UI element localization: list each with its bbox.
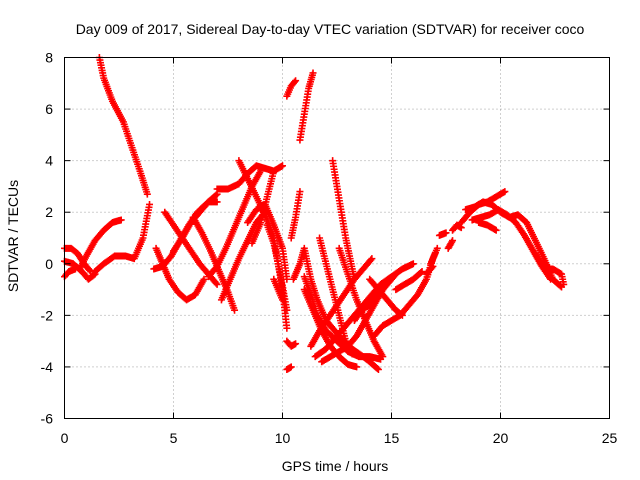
x-tick-label: 15 [384, 430, 400, 446]
data-point [429, 262, 437, 270]
data-point [442, 229, 450, 237]
x-axis-label: GPS time / hours [282, 458, 389, 474]
data-point [397, 310, 405, 318]
data-point [409, 260, 417, 268]
data-point [90, 271, 98, 279]
data-point [290, 78, 298, 86]
x-tick-label: 0 [61, 430, 69, 446]
data-point [501, 188, 509, 196]
data-points [61, 54, 568, 374]
data-point [449, 237, 457, 245]
data-point [348, 350, 356, 358]
data-point [200, 275, 208, 283]
data-point [428, 264, 436, 272]
y-tick-label: 4 [45, 153, 53, 169]
data-point [547, 275, 555, 283]
y-tick-label: 6 [45, 101, 53, 117]
data-point [292, 77, 300, 85]
data-point [117, 216, 125, 224]
data-point [279, 296, 286, 304]
data-point [353, 363, 361, 371]
data-point [431, 249, 439, 257]
data-point [213, 280, 221, 288]
data-point [309, 69, 317, 77]
data-point [296, 188, 304, 196]
data-point [279, 162, 286, 170]
y-tick-label: -4 [41, 359, 54, 375]
axis-ticks [64, 57, 610, 419]
data-point [368, 255, 376, 263]
data-point [418, 268, 426, 276]
plot-frame [64, 57, 610, 419]
data-point [391, 271, 399, 279]
data-point [433, 244, 441, 252]
data-point [231, 306, 239, 314]
data-point [379, 353, 387, 361]
data-point [283, 324, 291, 332]
data-point [398, 311, 406, 319]
data-point [292, 340, 300, 348]
data-point [146, 200, 154, 208]
data-point [373, 365, 381, 373]
data-point [392, 270, 400, 278]
data-point [560, 280, 568, 288]
data-point [86, 266, 94, 274]
y-tick-label: 8 [45, 50, 53, 66]
data-point [492, 226, 500, 234]
data-point [374, 366, 382, 374]
x-tick-label: 10 [275, 430, 291, 446]
data-point [287, 363, 295, 371]
x-tick-label: 5 [170, 430, 178, 446]
y-tick-label: 0 [45, 256, 53, 272]
data-point [212, 279, 220, 287]
data-point [283, 306, 291, 314]
data-point [212, 191, 220, 199]
chart-title: Day 009 of 2017, Sidereal Day-to-day VTE… [76, 21, 585, 37]
y-tick-label: -2 [41, 307, 54, 323]
data-point [417, 268, 425, 276]
y-tick-labels: -6 -4 -2 0 2 4 6 8 [41, 50, 54, 427]
y-tick-label: -6 [41, 411, 54, 427]
x-tick-label: 25 [602, 430, 618, 446]
x-tick-label: 20 [493, 430, 509, 446]
y-tick-label: 2 [45, 204, 53, 220]
x-tick-labels: 0 5 10 15 20 25 [61, 430, 618, 446]
data-point [213, 198, 221, 206]
data-point [143, 190, 151, 198]
data-point [367, 256, 375, 264]
data-point [270, 167, 278, 175]
y-axis-label: SDTVAR / TECUs [5, 180, 21, 292]
